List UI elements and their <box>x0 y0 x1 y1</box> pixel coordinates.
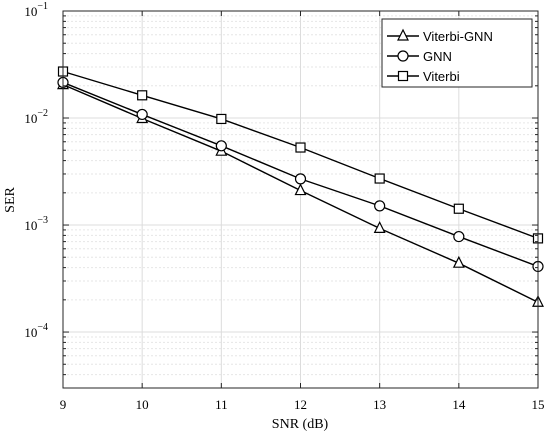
data-point-viterbi <box>453 203 464 214</box>
legend-marker-triangle-icon <box>397 28 409 41</box>
data-point-gnn <box>374 200 386 212</box>
data-point-gnn <box>294 173 307 185</box>
x-axis-label: SNR (dB) <box>272 417 329 432</box>
x-tick-label: 13 <box>373 397 386 412</box>
legend-marker-square-icon <box>397 70 409 82</box>
legend-label: GNN <box>423 49 452 64</box>
data-point-gnn <box>215 140 227 152</box>
data-point-viterbi <box>295 142 306 153</box>
legend-item-viterbi: Viterbi <box>387 69 460 84</box>
data-point-viterbi-gnn <box>452 255 465 268</box>
data-point-gnn <box>136 108 148 121</box>
y-tick-label: 10−3 <box>24 215 48 233</box>
legend-label: Viterbi-GNN <box>423 29 493 44</box>
legend-item-viterbi-gnn: Viterbi-GNN <box>387 28 493 44</box>
axis-ticks <box>62 10 539 389</box>
x-tick-label: 12 <box>294 397 307 412</box>
data-point-viterbi <box>137 90 148 101</box>
y-tick-label: 10−1 <box>24 1 48 19</box>
data-point-viterbi-gnn <box>373 221 386 234</box>
data-point-gnn <box>453 230 465 243</box>
data-point-viterbi-gnn <box>294 183 307 196</box>
x-tick-label: 15 <box>532 397 545 412</box>
legend-label: Viterbi <box>423 69 460 84</box>
x-tick-labels: 9 10 11 12 13 14 15 <box>60 397 545 412</box>
legend-item-gnn: GNN <box>387 49 452 64</box>
y-tick-label: 10−4 <box>24 322 48 340</box>
y-tick-label: 10−2 <box>24 108 48 126</box>
x-tick-label: 14 <box>452 397 466 412</box>
legend: Viterbi-GNN GNN Viterbi <box>381 18 533 88</box>
y-axis-label: SER <box>3 187 18 213</box>
x-tick-label: 9 <box>60 397 67 412</box>
data-point-viterbi <box>216 113 227 125</box>
data-point-viterbi <box>374 173 385 184</box>
y-tick-labels: 10−1 10−2 10−3 10−4 <box>24 1 48 340</box>
legend-marker-circle-icon <box>397 50 409 62</box>
x-tick-label: 11 <box>215 397 228 412</box>
x-tick-label: 10 <box>136 397 149 412</box>
